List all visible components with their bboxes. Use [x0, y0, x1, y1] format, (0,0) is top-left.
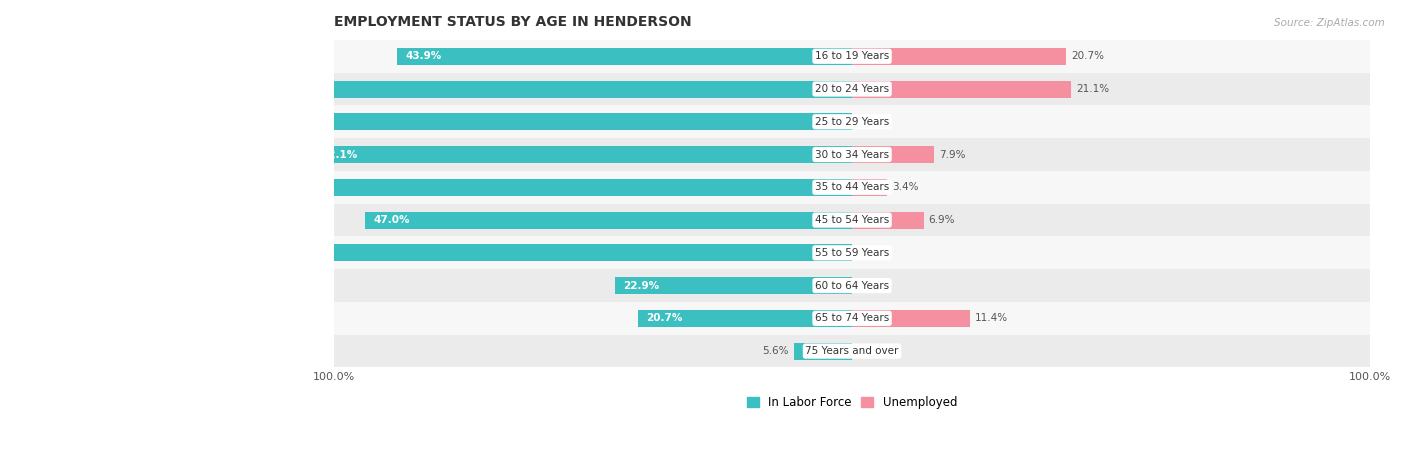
Text: 0.0%: 0.0% [858, 117, 883, 127]
Text: 55 to 59 Years: 55 to 59 Years [815, 248, 889, 258]
Bar [335, 138, 1369, 171]
Text: 21.1%: 21.1% [1076, 84, 1109, 94]
Text: 0.0%: 0.0% [858, 248, 883, 258]
Bar [852, 48, 1066, 65]
Bar [366, 212, 852, 229]
Text: 61.6%: 61.6% [222, 248, 259, 258]
Text: 7.9%: 7.9% [939, 149, 966, 160]
Text: 35 to 44 Years: 35 to 44 Years [815, 182, 889, 192]
Text: 16 to 19 Years: 16 to 19 Years [815, 51, 889, 61]
Bar [52, 81, 852, 98]
Text: 80.1%: 80.1% [31, 182, 67, 192]
Text: 20 to 24 Years: 20 to 24 Years [815, 84, 889, 94]
Text: 65 to 74 Years: 65 to 74 Years [815, 313, 889, 324]
Text: 47.0%: 47.0% [374, 215, 411, 225]
Text: 6.9%: 6.9% [929, 215, 955, 225]
Text: Source: ZipAtlas.com: Source: ZipAtlas.com [1274, 18, 1385, 28]
Text: 25 to 29 Years: 25 to 29 Years [815, 117, 889, 127]
Text: 45 to 54 Years: 45 to 54 Years [815, 215, 889, 225]
Bar [335, 302, 1369, 335]
Bar [335, 40, 1369, 72]
Bar [312, 146, 852, 163]
Bar [638, 310, 852, 327]
Bar [852, 212, 924, 229]
Text: 20.7%: 20.7% [645, 313, 682, 324]
Legend: In Labor Force, Unemployed: In Labor Force, Unemployed [742, 392, 962, 414]
Text: 60.0%: 60.0% [239, 117, 276, 127]
Text: EMPLOYMENT STATUS BY AGE IN HENDERSON: EMPLOYMENT STATUS BY AGE IN HENDERSON [335, 15, 692, 29]
Text: 75 Years and over: 75 Years and over [806, 346, 898, 356]
Bar [22, 179, 852, 196]
Bar [214, 244, 852, 261]
Text: 20.7%: 20.7% [1071, 51, 1105, 61]
Text: 77.2%: 77.2% [60, 84, 97, 94]
Bar [231, 113, 852, 130]
Text: 52.1%: 52.1% [321, 149, 357, 160]
Text: 30 to 34 Years: 30 to 34 Years [815, 149, 889, 160]
Bar [852, 310, 970, 327]
Bar [614, 277, 852, 294]
Text: 0.0%: 0.0% [858, 280, 883, 291]
Bar [335, 105, 1369, 138]
Text: 22.9%: 22.9% [623, 280, 659, 291]
Text: 3.4%: 3.4% [893, 182, 920, 192]
Text: 11.4%: 11.4% [976, 313, 1008, 324]
Bar [335, 204, 1369, 236]
Bar [335, 171, 1369, 204]
Text: 5.6%: 5.6% [762, 346, 789, 356]
Bar [398, 48, 852, 65]
Text: 0.0%: 0.0% [858, 346, 883, 356]
Bar [335, 236, 1369, 269]
Bar [852, 146, 934, 163]
Bar [852, 179, 887, 196]
Text: 60 to 64 Years: 60 to 64 Years [815, 280, 889, 291]
Bar [852, 81, 1070, 98]
Bar [335, 72, 1369, 105]
Text: 43.9%: 43.9% [406, 51, 441, 61]
Bar [794, 342, 852, 360]
Bar [335, 335, 1369, 368]
Bar [335, 269, 1369, 302]
